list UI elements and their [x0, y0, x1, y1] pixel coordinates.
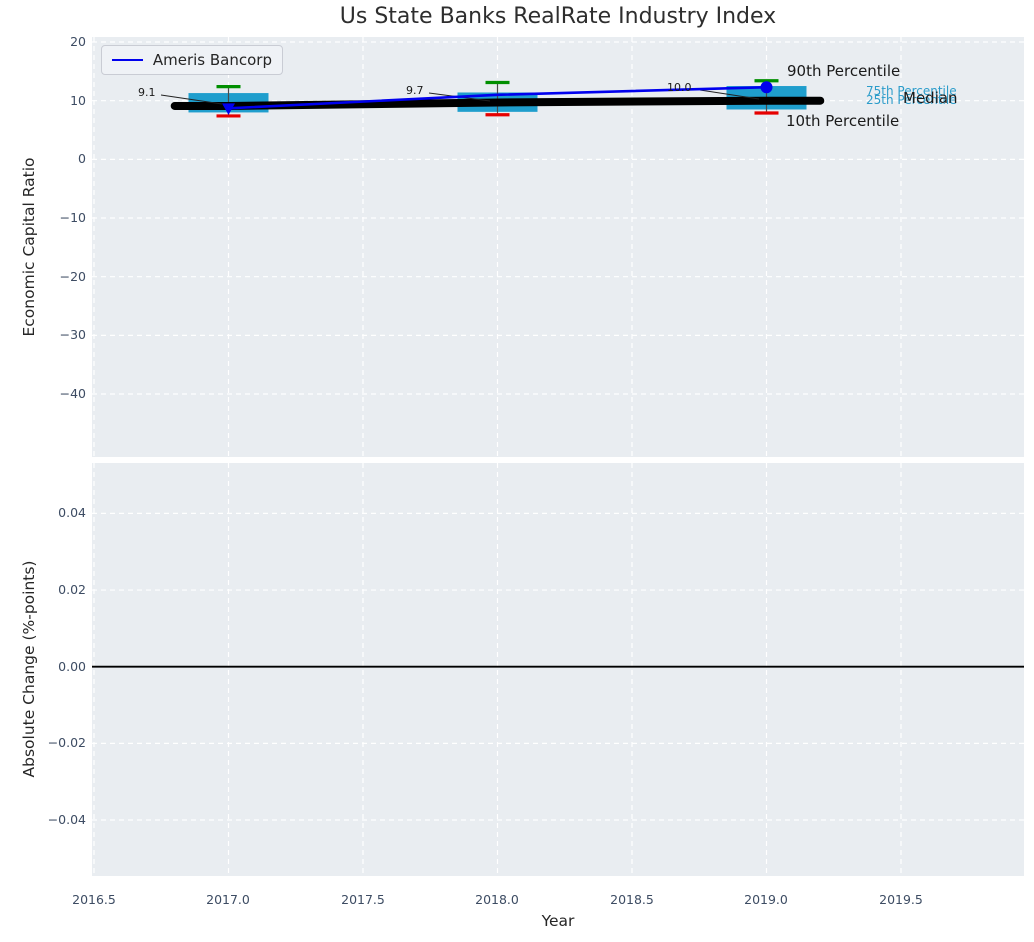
- xtick-2019-0: 2019.0: [744, 892, 788, 907]
- ytick-bot-000: 0.00: [58, 659, 86, 674]
- chart-title: Us State Banks RealRate Industry Index: [339, 4, 777, 29]
- label-90th-percentile: 90th Percentile: [787, 62, 901, 80]
- bottom-panel-bg: [92, 463, 1024, 876]
- label-75th-percentile: 75th Percentile: [866, 84, 957, 98]
- median-line: [170, 96, 825, 110]
- ytick-top-0: 0: [78, 151, 86, 166]
- ameris-line: [228, 85, 767, 110]
- annotation-2019: 10.0: [667, 81, 692, 94]
- ytick-top-n30: −30: [59, 327, 86, 342]
- xtick-2017-5: 2017.5: [341, 892, 385, 907]
- annotation-arrow: [160, 94, 223, 105]
- ameris-marker-circle: [760, 81, 773, 94]
- legend-line-swatch: [112, 59, 143, 61]
- ytick-top-20: 20: [70, 34, 86, 49]
- ylabel-top: Economic Capital Ratio: [20, 157, 38, 337]
- ylabel-bottom: Absolute Change (%-points): [20, 560, 38, 778]
- annotation-2017: 9.1: [138, 86, 156, 99]
- ytick-top-n20: −20: [59, 269, 86, 284]
- ytick-bot-004: 0.04: [58, 505, 86, 520]
- label-median: Median: [903, 89, 958, 107]
- label-10th-percentile: 10th Percentile: [786, 112, 900, 130]
- xtick-2019-5: 2019.5: [879, 892, 923, 907]
- xtick-2017-0: 2017.0: [206, 892, 250, 907]
- label-25th-percentile: 25th Percentile: [866, 93, 957, 107]
- ytick-top-n40: −40: [59, 386, 86, 401]
- xlabel: Year: [541, 912, 575, 930]
- ytick-top-n10: −10: [59, 210, 86, 225]
- xtick-2018-0: 2018.0: [475, 892, 519, 907]
- annotation-2018: 9.7: [406, 84, 424, 97]
- ytick-bot-n004: −0.04: [47, 812, 86, 827]
- ytick-top-10: 10: [70, 93, 86, 108]
- xtick-2016-5: 2016.5: [72, 892, 116, 907]
- ytick-bot-002: 0.02: [58, 582, 86, 597]
- legend-label: Ameris Bancorp: [152, 51, 272, 69]
- ameris-marker-triangle: [222, 103, 235, 115]
- xtick-2018-5: 2018.5: [610, 892, 654, 907]
- annotation-arrow: [699, 89, 760, 100]
- legend: Ameris Bancorp: [101, 45, 283, 75]
- ytick-bot-n002: −0.02: [47, 735, 86, 750]
